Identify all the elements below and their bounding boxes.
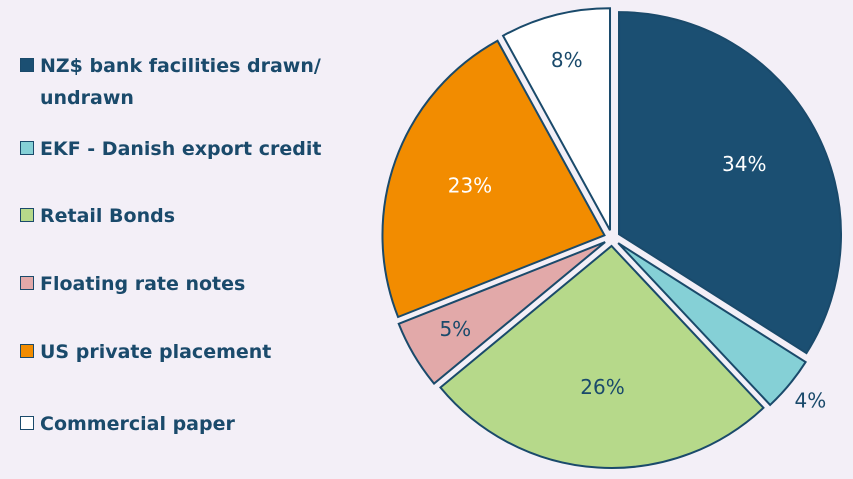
- value-label: 34%: [722, 152, 766, 176]
- legend-item: US private placement: [20, 336, 350, 368]
- value-label: 5%: [439, 317, 471, 341]
- legend-item: Floating rate notes: [20, 268, 350, 300]
- legend-item: Retail Bonds: [20, 200, 350, 232]
- value-label: 23%: [448, 173, 492, 197]
- legend-label: US private placement: [40, 341, 272, 363]
- legend-label: Commercial paper: [40, 413, 235, 435]
- legend-swatch: [20, 208, 34, 222]
- legend-item: EKF - Danish export credit: [20, 133, 350, 165]
- pie-slice: [381, 39, 606, 319]
- legend-label: Retail Bonds: [40, 205, 176, 227]
- pie-slice: [439, 244, 765, 469]
- legend-swatch: [20, 58, 34, 72]
- legend-item: NZ$ bank facilities drawn/ undrawn: [20, 50, 350, 114]
- legend-swatch: [20, 276, 34, 290]
- legend-swatch: [20, 416, 34, 430]
- value-label: 26%: [580, 375, 624, 399]
- pie-slice: [617, 242, 807, 407]
- pie-slice: [618, 11, 842, 355]
- pie-slice: [397, 241, 606, 385]
- legend-item: Commercial paper: [20, 408, 350, 440]
- legend-label: Floating rate notes: [40, 273, 246, 295]
- legend-swatch: [20, 344, 34, 358]
- legend-label: EKF - Danish export credit: [40, 138, 322, 160]
- legend-label: NZ$ bank facilities drawn/ undrawn: [40, 55, 321, 109]
- legend-swatch: [20, 141, 34, 155]
- pie-slice: [501, 7, 612, 231]
- value-label: 8%: [551, 48, 583, 72]
- value-label: 4%: [795, 389, 827, 413]
